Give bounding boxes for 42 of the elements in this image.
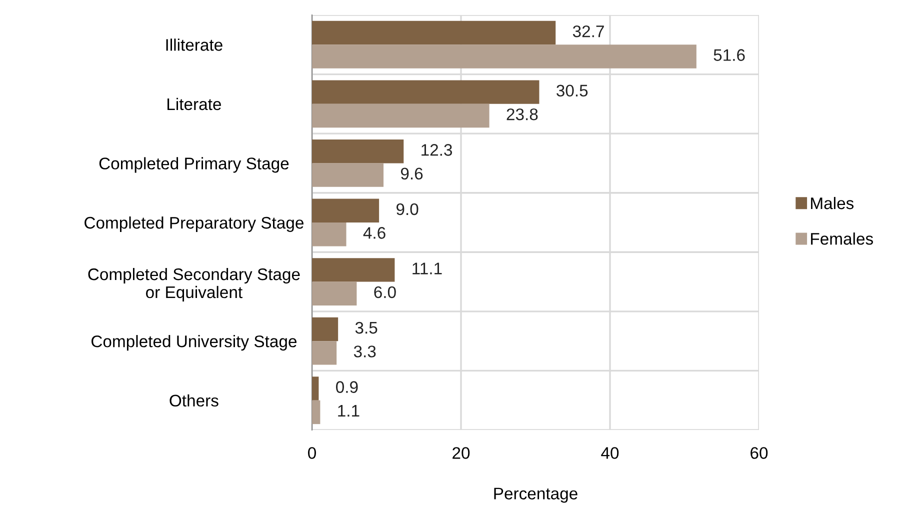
x-tick-label: 40 <box>601 447 619 459</box>
y-tick-label: Completed Primary Stage <box>99 157 289 173</box>
bar <box>312 104 490 128</box>
bar <box>312 341 337 365</box>
legend-label: Males <box>811 196 854 210</box>
bar <box>312 198 380 222</box>
y-tick-label: Others <box>170 394 218 407</box>
bar <box>312 258 395 282</box>
data-label: 32.7 <box>572 25 604 38</box>
bar <box>312 282 357 306</box>
data-label: 1.1 <box>338 405 360 417</box>
data-label: 30.5 <box>556 84 588 97</box>
y-tick-label: Completed University Stage <box>92 335 296 351</box>
y-tick-label: Illiterate <box>166 38 222 51</box>
bar <box>312 376 319 400</box>
y-tick-label: Literate <box>168 98 221 110</box>
data-label: 23.8 <box>506 108 538 120</box>
bar <box>312 163 384 187</box>
legend-label: Females <box>811 232 873 245</box>
x-tick-label: 60 <box>750 447 768 459</box>
bar <box>312 20 556 45</box>
data-label: 4.6 <box>363 227 386 239</box>
data-label: 0.9 <box>336 381 358 393</box>
x-tick-label: 20 <box>452 447 470 459</box>
data-label: 9.0 <box>396 203 418 216</box>
bar <box>312 317 338 342</box>
data-label: 3.5 <box>355 322 378 334</box>
bar <box>312 222 346 246</box>
y-tick-label: Completed Preparatory Stage <box>84 216 304 232</box>
y-tick-label: Completed Secondary Stage or Equivalent <box>88 268 300 302</box>
x-axis-title: Percentage <box>494 488 578 503</box>
data-label: 12.3 <box>422 144 452 156</box>
bar <box>312 400 320 424</box>
data-label: 9.6 <box>400 168 423 180</box>
data-label: 6.0 <box>374 286 396 298</box>
data-label: 51.6 <box>714 49 745 61</box>
bar <box>312 140 404 164</box>
data-label: 11.1 <box>412 262 442 274</box>
bar <box>312 44 696 68</box>
data-label: 3.3 <box>354 346 376 358</box>
x-tick-label: 0 <box>308 447 316 459</box>
bar <box>312 80 540 104</box>
